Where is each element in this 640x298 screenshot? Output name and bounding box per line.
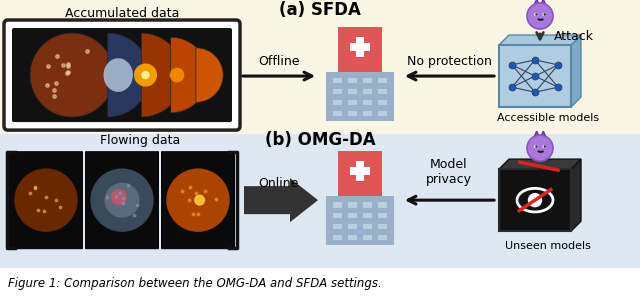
Circle shape <box>528 193 542 207</box>
Bar <box>378 213 387 218</box>
Bar <box>350 167 370 175</box>
Polygon shape <box>533 0 540 7</box>
Bar <box>333 224 342 229</box>
Ellipse shape <box>170 68 184 83</box>
Circle shape <box>543 145 546 148</box>
Text: Figure 1: Comparison between the OMG-DA and SFDA settings.: Figure 1: Comparison between the OMG-DA … <box>8 277 381 290</box>
PathPatch shape <box>108 33 150 117</box>
Text: (a) SFDA: (a) SFDA <box>279 1 361 19</box>
Bar <box>363 202 372 207</box>
Polygon shape <box>571 159 581 231</box>
Bar <box>378 78 387 83</box>
Ellipse shape <box>542 13 546 16</box>
Circle shape <box>527 3 553 29</box>
Ellipse shape <box>534 13 538 16</box>
Bar <box>363 111 372 116</box>
FancyBboxPatch shape <box>85 151 159 249</box>
Circle shape <box>14 168 77 232</box>
Text: Accumulated data: Accumulated data <box>65 7 179 19</box>
Bar <box>378 111 387 116</box>
Polygon shape <box>244 178 318 222</box>
Bar <box>348 78 357 83</box>
Bar <box>348 100 357 105</box>
Text: Unseen models: Unseen models <box>505 241 591 251</box>
FancyBboxPatch shape <box>4 20 240 130</box>
Bar <box>378 202 387 207</box>
Bar <box>378 89 387 94</box>
Bar <box>326 196 394 245</box>
Bar <box>348 89 357 94</box>
Bar <box>333 78 342 83</box>
Bar <box>363 213 372 218</box>
Bar <box>378 224 387 229</box>
Bar <box>363 224 372 229</box>
Bar <box>356 37 364 57</box>
Ellipse shape <box>542 145 546 148</box>
FancyBboxPatch shape <box>12 28 232 122</box>
Bar <box>348 213 357 218</box>
Polygon shape <box>571 35 581 107</box>
Text: Offline: Offline <box>259 55 300 68</box>
Ellipse shape <box>104 183 140 218</box>
Circle shape <box>527 135 553 161</box>
Polygon shape <box>499 159 581 169</box>
Bar <box>338 27 382 72</box>
Polygon shape <box>541 131 547 140</box>
PathPatch shape <box>171 37 209 113</box>
PathPatch shape <box>141 33 183 117</box>
Bar <box>499 169 571 231</box>
Bar <box>338 150 382 196</box>
Bar <box>499 45 571 107</box>
FancyBboxPatch shape <box>9 151 83 249</box>
Ellipse shape <box>134 63 157 87</box>
Bar <box>363 235 372 240</box>
Ellipse shape <box>104 58 133 92</box>
Bar <box>363 89 372 94</box>
Polygon shape <box>533 131 540 140</box>
Circle shape <box>543 13 546 15</box>
Bar <box>363 100 372 105</box>
Text: Accessible models: Accessible models <box>497 113 599 123</box>
Bar <box>378 100 387 105</box>
Bar <box>326 72 394 121</box>
Bar <box>348 202 357 207</box>
Bar <box>333 235 342 240</box>
Bar <box>348 235 357 240</box>
Bar <box>363 78 372 83</box>
Text: No protection: No protection <box>406 55 492 68</box>
Bar <box>333 202 342 207</box>
Ellipse shape <box>534 145 538 148</box>
Ellipse shape <box>111 189 127 205</box>
Circle shape <box>166 168 230 232</box>
Bar <box>348 224 357 229</box>
Ellipse shape <box>194 195 205 206</box>
Bar <box>333 111 342 116</box>
Circle shape <box>535 13 538 15</box>
PathPatch shape <box>196 48 223 103</box>
Bar <box>350 43 370 51</box>
Bar <box>0 0 640 134</box>
Text: Model
privacy: Model privacy <box>426 158 472 186</box>
Text: Flowing data: Flowing data <box>100 134 180 147</box>
FancyBboxPatch shape <box>161 151 235 249</box>
Ellipse shape <box>141 71 150 79</box>
Bar <box>333 89 342 94</box>
Bar <box>378 235 387 240</box>
Text: Attack: Attack <box>554 30 594 43</box>
Polygon shape <box>541 0 547 7</box>
Bar <box>333 213 342 218</box>
Bar <box>356 161 364 181</box>
Text: (b) OMG-DA: (b) OMG-DA <box>265 131 375 149</box>
Ellipse shape <box>30 33 114 117</box>
Bar <box>0 134 640 268</box>
Circle shape <box>535 145 538 148</box>
Circle shape <box>90 168 154 232</box>
Text: Online: Online <box>258 177 298 190</box>
Polygon shape <box>499 35 581 45</box>
Bar <box>348 111 357 116</box>
Bar <box>333 100 342 105</box>
